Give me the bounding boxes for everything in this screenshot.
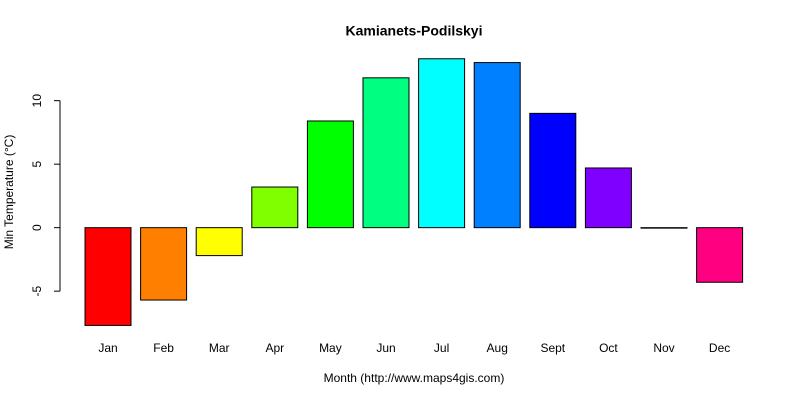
x-tick-label: May [319, 341, 342, 355]
bar [140, 227, 188, 301]
bar [418, 58, 466, 229]
x-tick-label: Apr [265, 341, 284, 355]
y-tick-label: 0 [30, 224, 44, 231]
x-tick-label: Nov [653, 341, 674, 355]
bar [251, 186, 299, 229]
bar [84, 227, 132, 326]
bar [529, 112, 577, 229]
x-tick-label: Jan [98, 341, 117, 355]
bar [696, 227, 744, 283]
x-tick-label: Jul [434, 341, 449, 355]
bar [640, 227, 688, 229]
bar [584, 167, 632, 229]
y-tick-label: -5 [30, 285, 44, 296]
x-tick-label: Oct [599, 341, 618, 355]
bar [362, 77, 410, 229]
bar [195, 227, 243, 257]
x-tick-label: Aug [487, 341, 508, 355]
chart-title: Kamianets-Podilskyi [346, 23, 483, 39]
x-tick-label: Feb [153, 341, 174, 355]
y-tick-label: 10 [30, 94, 44, 108]
bar [306, 120, 354, 229]
x-tick-label: Mar [209, 341, 230, 355]
x-axis-label: Month (http://www.maps4gis.com) [324, 371, 505, 385]
x-tick-label: Sept [540, 341, 565, 355]
y-tick-label: 5 [30, 161, 44, 168]
x-tick-label: Jun [376, 341, 395, 355]
y-axis-label: Min Temperature (°C) [2, 135, 16, 250]
x-tick-label: Dec [709, 341, 730, 355]
bar [473, 62, 521, 229]
